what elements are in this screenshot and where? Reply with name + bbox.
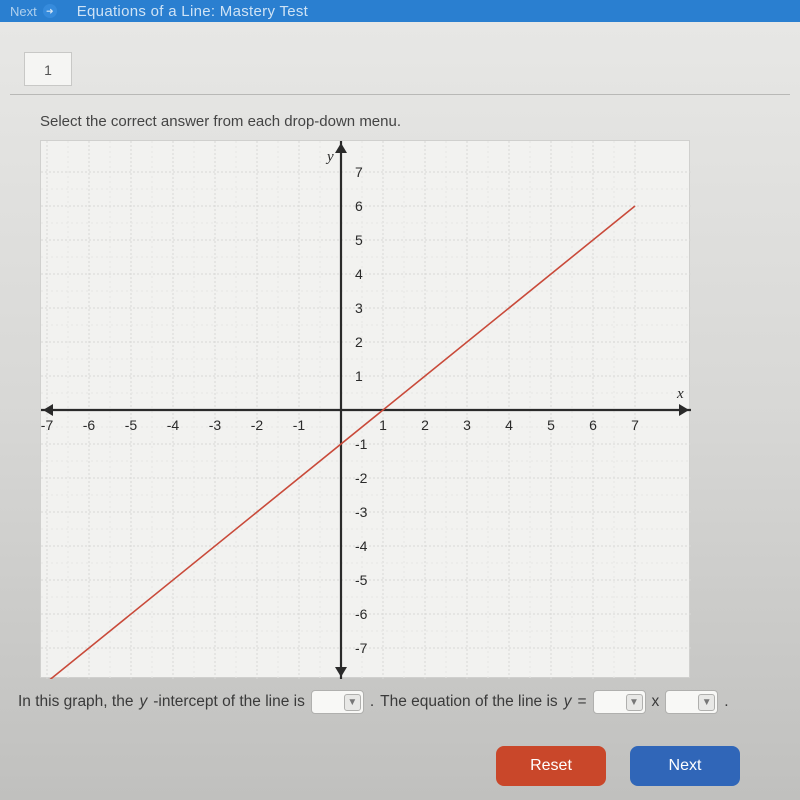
svg-text:-7: -7 (355, 640, 368, 656)
equals-sign: = (577, 693, 586, 711)
svg-text:5: 5 (355, 232, 363, 248)
next-button[interactable]: Next (630, 746, 740, 786)
svg-text:-7: -7 (41, 417, 53, 433)
graph-panel: -7 -6 -5 -4 -3 -2 -1 1 2 3 4 5 6 7 -7 -6 -5 -4 -3 -2 -1 1 2 3 4 5… (40, 140, 690, 678)
svg-text:-2: -2 (251, 417, 264, 433)
y-label-italic: y (139, 693, 147, 711)
svg-text:x: x (676, 386, 684, 402)
dropdown-y-intercept[interactable]: ▼ (311, 690, 364, 714)
svg-text:-3: -3 (355, 504, 368, 520)
text-eq-prefix: The equation of the line is (380, 693, 558, 711)
svg-text:-4: -4 (355, 538, 368, 554)
divider (10, 94, 790, 95)
svg-text:5: 5 (547, 417, 555, 433)
reset-button[interactable]: Reset (496, 746, 606, 786)
svg-text:2: 2 (355, 334, 363, 350)
header-next-label: Next (10, 4, 37, 19)
text-yint-suffix: -intercept of the line is (153, 693, 305, 711)
text-tail: . (724, 693, 728, 711)
svg-text:3: 3 (355, 300, 363, 316)
header-next-button[interactable]: Next ➜ (10, 4, 57, 19)
coordinate-graph: -7 -6 -5 -4 -3 -2 -1 1 2 3 4 5 6 7 -7 -6 -5 -4 -3 -2 -1 1 2 3 4 5… (41, 141, 691, 679)
arrow-circle-icon: ➜ (43, 4, 57, 18)
y-eq-italic: y (564, 693, 572, 711)
dropdown-slope[interactable]: ▼ (593, 690, 646, 714)
svg-text:7: 7 (355, 164, 363, 180)
question-tab-1[interactable]: 1 (24, 52, 72, 86)
svg-text:4: 4 (505, 417, 513, 433)
top-bar: Next ➜ Equations of a Line: Mastery Test (0, 0, 800, 22)
svg-text:-4: -4 (167, 417, 180, 433)
instruction-text: Select the correct answer from each drop… (40, 113, 790, 130)
svg-text:-5: -5 (125, 417, 138, 433)
svg-text:-5: -5 (355, 572, 368, 588)
svg-text:1: 1 (379, 417, 387, 433)
svg-text:-1: -1 (355, 436, 368, 452)
svg-text:-3: -3 (209, 417, 222, 433)
dropdown-intercept-sign[interactable]: ▼ (665, 690, 718, 714)
svg-text:1: 1 (355, 368, 363, 384)
svg-text:-1: -1 (293, 417, 306, 433)
answer-sentence: In this graph, the y -intercept of the li… (18, 690, 790, 714)
svg-text:-6: -6 (83, 417, 96, 433)
svg-text:4: 4 (355, 266, 363, 282)
x-variable: x (652, 693, 660, 711)
page-title: Equations of a Line: Mastery Test (77, 3, 308, 20)
button-row: Reset Next (496, 746, 740, 786)
chevron-down-icon: ▼ (698, 694, 715, 711)
svg-text:7: 7 (631, 417, 639, 433)
svg-text:6: 6 (589, 417, 597, 433)
chevron-down-icon: ▼ (344, 694, 361, 711)
svg-text:-6: -6 (355, 606, 368, 622)
svg-text:y: y (325, 149, 334, 165)
svg-text:3: 3 (463, 417, 471, 433)
chevron-down-icon: ▼ (626, 694, 643, 711)
svg-text:2: 2 (421, 417, 429, 433)
text-prefix: In this graph, the (18, 693, 133, 711)
text-period: . (370, 693, 374, 711)
svg-text:6: 6 (355, 198, 363, 214)
svg-text:-2: -2 (355, 470, 368, 486)
